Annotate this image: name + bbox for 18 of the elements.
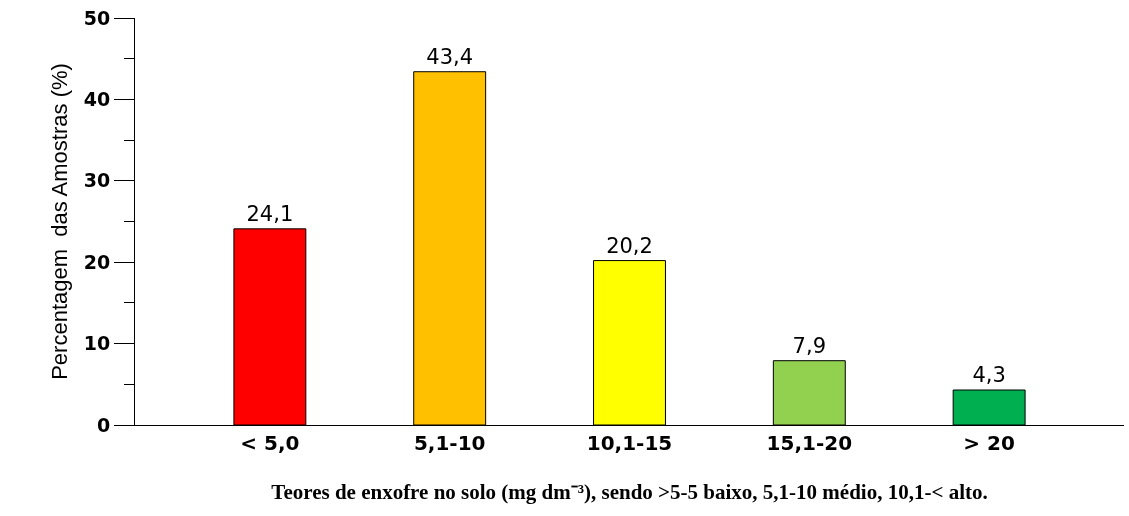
y-tick-label: 0: [96, 413, 111, 436]
y-tick-label: 50: [83, 6, 111, 29]
data-label: 24,1: [246, 201, 294, 226]
data-label: 4,3: [972, 363, 1006, 387]
x-axis-title: Teores de enxofre no solo (mg dm⁻³), sendo >5-5 baixo, 5,1-10 médio, 10,1-< alto.: [271, 480, 988, 505]
x-tick-label: < 5,0: [240, 431, 300, 455]
y-tick-label: 20: [83, 250, 111, 273]
x-tick-label: 5,1-10: [413, 431, 486, 455]
data-label: 43,4: [426, 44, 474, 69]
y-axis-title: Percentagem das Amostras (%): [46, 63, 72, 380]
x-tick-label: 10,1-15: [586, 431, 673, 455]
x-tick-label: > 20: [963, 431, 1015, 455]
data-label: 7,9: [792, 333, 827, 358]
y-tick-label: 10: [83, 332, 111, 355]
data-label: 20,2: [606, 233, 653, 258]
x-tick-label: 15,1-20: [766, 431, 853, 455]
y-tick-label: 30: [83, 169, 111, 192]
y-tick-label: 40: [83, 88, 111, 111]
